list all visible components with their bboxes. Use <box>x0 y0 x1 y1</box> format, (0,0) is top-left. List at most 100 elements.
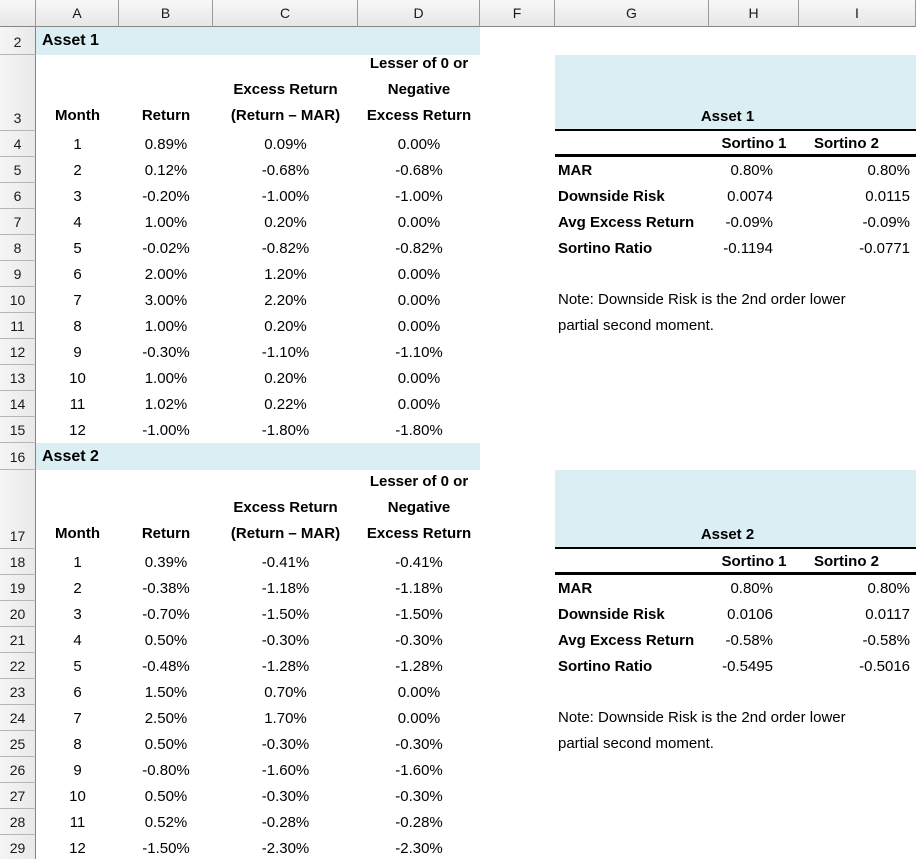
asset1-sortino1-header[interactable]: Sortino 1 <box>721 135 787 152</box>
row-header[interactable]: 12 <box>0 339 36 365</box>
cell[interactable]: 1.00% <box>144 370 188 387</box>
cell[interactable]: 0.52% <box>144 814 188 831</box>
row-header[interactable]: 23 <box>0 679 36 705</box>
cell[interactable]: -1.10% <box>395 344 443 361</box>
row-header[interactable]: 27 <box>0 783 36 809</box>
cell[interactable]: 2.20% <box>264 292 307 309</box>
cell[interactable]: 1.70% <box>264 710 307 727</box>
cell[interactable]: -1.00% <box>261 188 310 205</box>
cell[interactable]: -0.30% <box>395 788 443 805</box>
column-header-I[interactable]: I <box>799 0 916 27</box>
asset2-sortino1-header[interactable]: Sortino 1 <box>721 553 787 570</box>
cell[interactable]: 11 <box>69 814 86 831</box>
cell[interactable]: 0.39% <box>144 554 188 571</box>
cell[interactable]: 9 <box>73 344 82 361</box>
cell[interactable]: -0.30% <box>395 736 443 753</box>
cell[interactable]: 0.00% <box>397 136 441 153</box>
cell[interactable]: -1.60% <box>261 762 310 779</box>
asset1-mar-sortino2[interactable]: 0.80% <box>867 161 910 179</box>
asset2-avg-excess-return-sortino1[interactable]: -0.58% <box>725 631 773 649</box>
row-header[interactable]: 25 <box>0 731 36 757</box>
column-header-F[interactable]: F <box>480 0 555 27</box>
cell[interactable]: 0.00% <box>397 292 441 309</box>
asset2-avg-excess-return-sortino2[interactable]: -0.58% <box>862 631 910 649</box>
cell[interactable]: -0.02% <box>142 240 190 257</box>
asset2-sortino-ratio-label[interactable]: Sortino Ratio <box>558 657 653 675</box>
asset1-sortino-ratio-sortino2[interactable]: -0.0771 <box>859 239 910 257</box>
cell[interactable]: -0.20% <box>142 188 190 205</box>
cell[interactable]: 0.20% <box>264 214 307 231</box>
cell[interactable]: -0.82% <box>395 240 443 257</box>
row-header[interactable]: 4 <box>0 131 36 157</box>
cell[interactable]: 1.00% <box>144 318 188 335</box>
cell[interactable]: -2.30% <box>395 840 443 857</box>
cell[interactable]: -0.48% <box>142 658 190 675</box>
column-header-G[interactable]: G <box>555 0 709 27</box>
cell[interactable]: -1.80% <box>395 422 443 439</box>
asset1-sortino2-header[interactable]: Sortino 2 <box>813 135 879 152</box>
row-header[interactable]: 7 <box>0 209 36 235</box>
cell[interactable]: -0.30% <box>261 788 310 805</box>
row-header[interactable]: 22 <box>0 653 36 679</box>
cell[interactable]: -0.68% <box>395 162 443 179</box>
cell[interactable]: 0.09% <box>264 136 307 153</box>
asset2-sortino-ratio-sortino1[interactable]: -0.5495 <box>722 657 773 675</box>
cell[interactable]: -0.28% <box>395 814 443 831</box>
cell[interactable]: 1 <box>73 136 82 153</box>
cell[interactable]: 2 <box>73 580 82 597</box>
cell[interactable]: 9 <box>73 762 82 779</box>
cell[interactable]: 8 <box>73 318 82 335</box>
asset2-mar-sortino2[interactable]: 0.80% <box>867 579 910 597</box>
row-header[interactable]: 24 <box>0 705 36 731</box>
asset1-sortino-ratio-sortino1[interactable]: -0.1194 <box>723 239 773 257</box>
row-header[interactable]: 13 <box>0 365 36 391</box>
asset2-panel-note[interactable]: Note: Downside Risk is the 2nd order low… <box>558 709 846 752</box>
asset1-lesser-header[interactable]: Lesser of 0 or Negative Excess Return <box>358 55 480 131</box>
cell[interactable]: 0.12% <box>144 162 188 179</box>
row-header[interactable]: 14 <box>0 391 36 417</box>
cell[interactable]: 3 <box>73 606 82 623</box>
asset2-lesser-header[interactable]: Lesser of 0 or Negative Excess Return <box>358 470 480 549</box>
asset1-downside-risk-sortino2[interactable]: 0.0115 <box>865 187 910 205</box>
cell[interactable]: -1.18% <box>261 580 310 597</box>
cell[interactable]: -1.28% <box>261 658 310 675</box>
asset1-panel-note[interactable]: Note: Downside Risk is the 2nd order low… <box>558 291 846 334</box>
cell[interactable]: -1.50% <box>395 606 443 623</box>
asset1-excess-return-header[interactable]: Excess Return (Return – MAR) <box>213 55 358 131</box>
row-header[interactable]: 19 <box>0 575 36 601</box>
cell[interactable]: 5 <box>73 240 82 257</box>
cell[interactable]: -0.80% <box>142 762 190 779</box>
cell[interactable]: -1.00% <box>142 422 190 439</box>
asset1-mar-sortino1[interactable]: 0.80% <box>730 161 773 179</box>
cell[interactable]: 0.50% <box>144 632 188 649</box>
asset2-panel-title[interactable]: Asset 2 <box>555 470 916 549</box>
cell[interactable]: 1.20% <box>264 266 307 283</box>
row-header[interactable]: 3 <box>0 55 36 131</box>
row-header[interactable]: 21 <box>0 627 36 653</box>
cell[interactable]: 1.50% <box>144 684 188 701</box>
cell[interactable]: -0.30% <box>142 344 190 361</box>
row-header[interactable]: 20 <box>0 601 36 627</box>
asset2-downside-risk-sortino2[interactable]: 0.0117 <box>865 605 910 623</box>
cell[interactable]: 0.00% <box>397 214 441 231</box>
asset2-downside-risk-sortino1[interactable]: 0.0106 <box>727 605 773 623</box>
cell[interactable]: 10 <box>69 370 86 387</box>
column-header-A[interactable]: A <box>36 0 119 27</box>
cell[interactable]: 0.00% <box>397 370 441 387</box>
cell[interactable]: -1.18% <box>395 580 443 597</box>
asset2-downside-risk-label[interactable]: Downside Risk <box>558 605 665 623</box>
row-header[interactable]: 6 <box>0 183 36 209</box>
row-header[interactable]: 16 <box>0 443 36 470</box>
cell[interactable]: 6 <box>73 684 82 701</box>
cell[interactable]: -1.50% <box>261 606 310 623</box>
asset1-downside-risk-sortino1[interactable]: 0.0074 <box>727 187 773 205</box>
cell[interactable]: 2 <box>73 162 82 179</box>
cell[interactable]: -0.41% <box>395 554 443 571</box>
asset1-return-header[interactable]: Return <box>119 55 213 131</box>
asset2-month-header[interactable]: Month <box>36 470 119 549</box>
row-header[interactable]: 29 <box>0 835 36 859</box>
cell[interactable]: 3 <box>73 188 82 205</box>
cell[interactable]: -0.41% <box>261 554 310 571</box>
select-all-corner[interactable] <box>0 0 36 27</box>
asset2-section-title[interactable]: Asset 2 <box>36 443 480 470</box>
